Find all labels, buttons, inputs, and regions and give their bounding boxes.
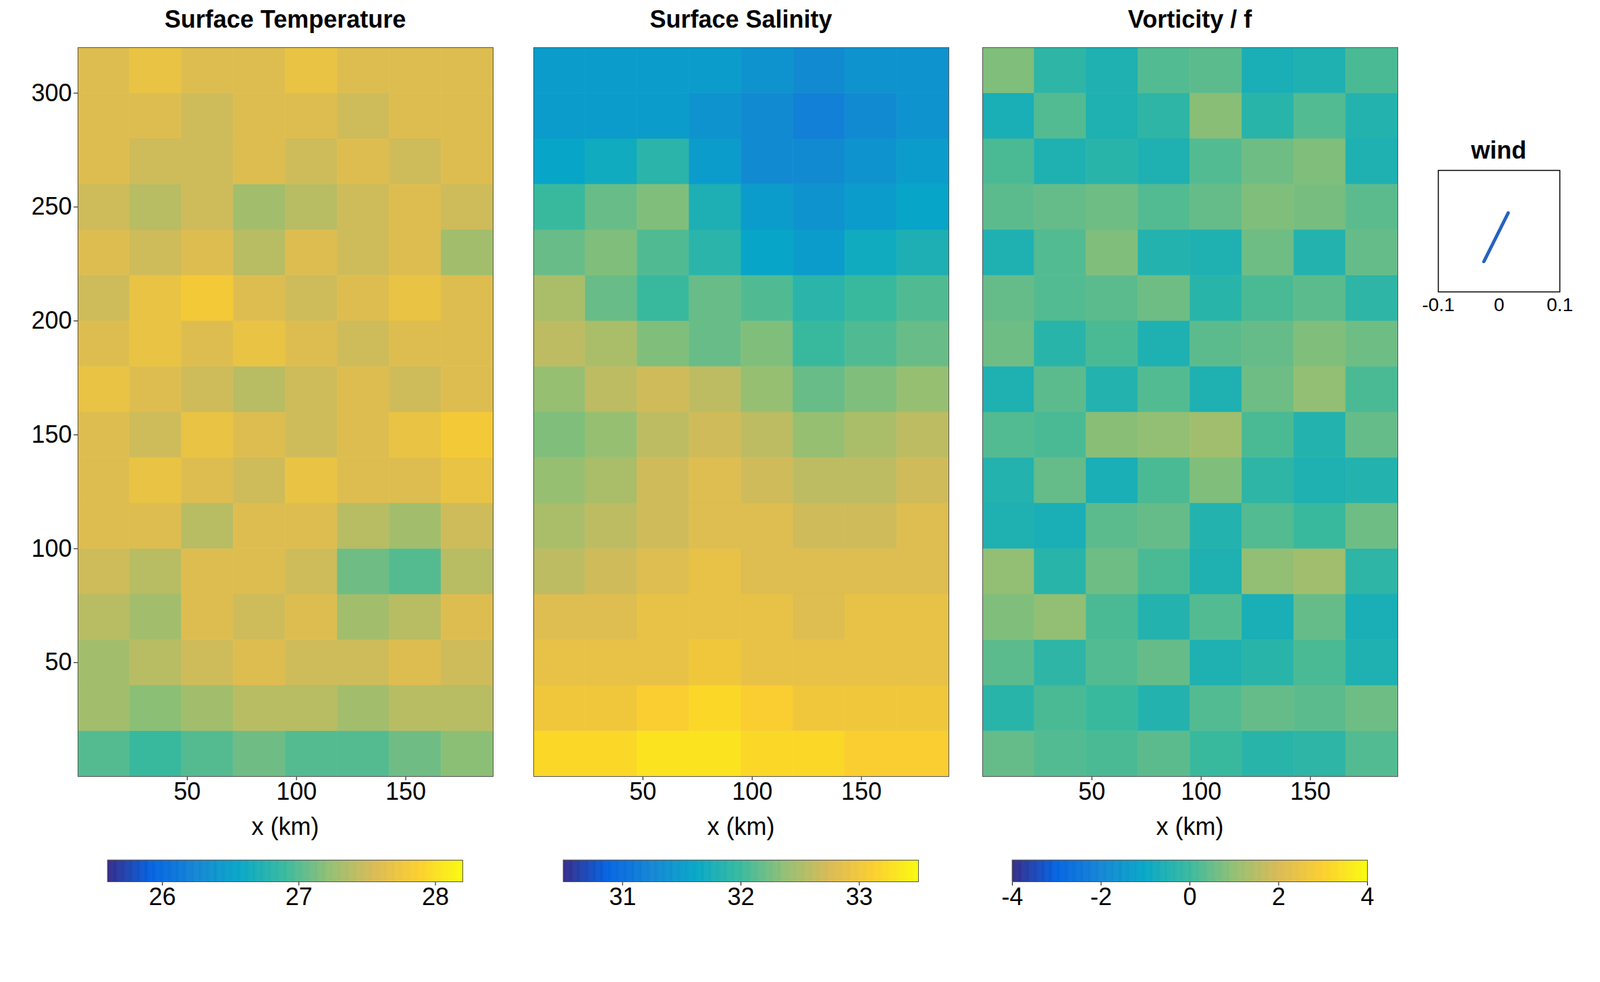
svg-text:150: 150 (1290, 777, 1331, 806)
html-text:Surface Salinity: Surface Salinity (649, 5, 833, 34)
svg-text:0: 0 (1182, 883, 1197, 911)
svg-text:50: 50 (173, 777, 201, 806)
svg-text:100: 100 (276, 777, 317, 806)
svg-text:100: 100 (31, 534, 72, 563)
svg-text:4: 4 (1360, 883, 1374, 911)
svg-text:100: 100 (731, 777, 773, 806)
html-text:x (km): x (km) (251, 812, 319, 841)
svg-text:2: 2 (1271, 883, 1286, 911)
svg-text:50: 50 (629, 777, 657, 806)
svg-text:0: 0 (1494, 294, 1505, 316)
svg-text:27: 27 (285, 883, 313, 911)
svg-text:50: 50 (44, 648, 72, 676)
svg-text:33: 33 (845, 883, 873, 911)
svg-text:100: 100 (1180, 777, 1222, 806)
svg-text:31: 31 (608, 883, 636, 911)
svg-text:-2: -2 (1090, 883, 1112, 911)
html-text:Surface Temperature: Surface Temperature (164, 5, 406, 34)
html-text:x (km): x (km) (1156, 812, 1224, 841)
html-text:x (km): x (km) (707, 812, 775, 841)
html-text:Vorticity / f: Vorticity / f (1127, 5, 1252, 34)
svg-text:-0.1: -0.1 (1421, 294, 1455, 316)
svg-text:300: 300 (31, 78, 72, 107)
html-text:wind: wind (1471, 136, 1527, 165)
svg-text:0.1: 0.1 (1546, 294, 1573, 316)
svg-text:150: 150 (385, 777, 426, 806)
svg-text:150: 150 (841, 777, 882, 806)
svg-text:50: 50 (1078, 777, 1106, 806)
svg-text:32: 32 (727, 883, 755, 911)
svg-text:28: 28 (421, 883, 449, 911)
svg-text:150: 150 (31, 420, 72, 449)
svg-text:200: 200 (31, 306, 72, 335)
svg-text:250: 250 (31, 192, 72, 221)
svg-text:26: 26 (148, 883, 176, 911)
svg-text:-4: -4 (1001, 883, 1023, 911)
